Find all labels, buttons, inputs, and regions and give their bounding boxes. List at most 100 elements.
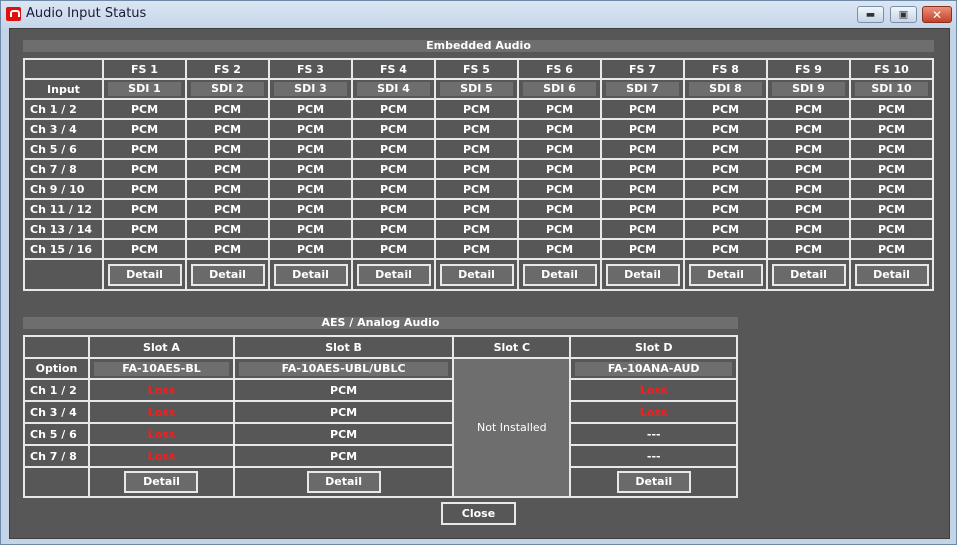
minimize-button[interactable]: ▬ <box>857 6 884 23</box>
input-cell: SDI 7 <box>600 78 685 100</box>
option-value: FA-10ANA-AUD <box>575 361 732 376</box>
detail-button[interactable]: Detail <box>616 471 691 493</box>
channel-label: Ch 7 / 8 <box>23 158 104 180</box>
status-cell: PCM <box>268 218 353 240</box>
status-cell: PCM <box>102 218 187 240</box>
status-cell: PCM <box>185 138 270 160</box>
option-label: Option <box>23 357 90 380</box>
table-row: Ch 15 / 16 PCM PCM PCM PCM PCM PCM PCM PCM PCM PCM <box>23 238 934 260</box>
input-cell: SDI 9 <box>766 78 851 100</box>
channel-label: Ch 11 / 12 <box>23 198 104 220</box>
slot-header: Slot C <box>452 335 572 359</box>
status-cell: PCM <box>683 98 768 120</box>
maximize-button[interactable]: ▣ <box>890 6 917 23</box>
input-cell: SDI 8 <box>683 78 768 100</box>
close-window-button[interactable]: ✕ <box>922 6 952 23</box>
header-row: FS 1 FS 2 FS 3 FS 4 FS 5 FS 6 FS 7 FS 8 FS 9 FS 1… <box>23 58 934 80</box>
option-cell: FA-10ANA-AUD <box>569 357 738 380</box>
detail-button[interactable]: Detail <box>306 471 381 493</box>
channel-label: Ch 5 / 6 <box>23 138 104 160</box>
input-value: SDI 4 <box>357 82 430 96</box>
status-cell: Loss <box>88 378 235 402</box>
input-label: Input <box>23 78 104 100</box>
status-cell: PCM <box>351 98 436 120</box>
option-value: FA-10AES-UBL/UBLC <box>238 361 449 376</box>
not-installed-cell: Not Installed <box>452 357 572 498</box>
detail-cell: Detail <box>351 258 436 291</box>
status-cell: PCM <box>434 158 519 180</box>
status-cell: PCM <box>683 178 768 200</box>
header-row: Slot A Slot B Slot C Slot D <box>23 335 738 359</box>
detail-cell: Detail <box>268 258 353 291</box>
status-cell: PCM <box>766 138 851 160</box>
detail-button[interactable]: Detail <box>356 263 431 286</box>
status-cell: PCM <box>517 218 602 240</box>
channel-label: Ch 1 / 2 <box>23 98 104 120</box>
channel-label: Ch 13 / 14 <box>23 218 104 240</box>
status-cell: PCM <box>351 198 436 220</box>
input-cell: SDI 1 <box>102 78 187 100</box>
title-bar[interactable]: Audio Input Status ▬ ▣ ✕ <box>1 1 956 28</box>
detail-cell: Detail <box>102 258 187 291</box>
aes-analog-audio-header: AES / Analog Audio <box>23 317 738 329</box>
status-cell: PCM <box>185 118 270 140</box>
status-cell: Loss <box>569 400 738 424</box>
status-cell: PCM <box>185 158 270 180</box>
table-row: Ch 5 / 6 Loss PCM --- <box>23 422 738 446</box>
detail-button[interactable]: Detail <box>771 263 846 286</box>
status-cell: PCM <box>102 138 187 160</box>
status-cell: PCM <box>102 118 187 140</box>
detail-button[interactable]: Detail <box>273 263 348 286</box>
close-icon: ✕ <box>931 7 943 22</box>
status-cell: Loss <box>88 400 235 424</box>
detail-button[interactable]: Detail <box>124 471 199 493</box>
channel-label: Ch 7 / 8 <box>23 444 90 468</box>
status-cell: PCM <box>434 238 519 260</box>
detail-button[interactable]: Detail <box>605 263 680 286</box>
status-cell: PCM <box>102 238 187 260</box>
status-cell: PCM <box>434 118 519 140</box>
input-cell: SDI 6 <box>517 78 602 100</box>
detail-cell: Detail <box>434 258 519 291</box>
detail-button[interactable]: Detail <box>190 263 265 286</box>
input-value: SDI 6 <box>523 82 596 96</box>
status-cell: PCM <box>849 218 934 240</box>
status-cell: PCM <box>268 198 353 220</box>
status-cell: PCM <box>517 158 602 180</box>
status-cell: PCM <box>268 98 353 120</box>
status-cell: --- <box>569 444 738 468</box>
input-value: SDI 5 <box>440 82 513 96</box>
app-icon <box>6 7 21 21</box>
detail-button[interactable]: Detail <box>688 263 763 286</box>
status-cell: PCM <box>102 198 187 220</box>
status-cell: PCM <box>600 98 685 120</box>
detail-button[interactable]: Detail <box>107 263 182 286</box>
input-value: SDI 7 <box>606 82 679 96</box>
status-cell: --- <box>569 422 738 446</box>
detail-button[interactable]: Detail <box>439 263 514 286</box>
slot-header: Slot B <box>232 335 455 359</box>
detail-cell: Detail <box>600 258 685 291</box>
table-row: Ch 7 / 8 PCM PCM PCM PCM PCM PCM PCM PCM PCM PCM <box>23 158 934 180</box>
status-cell: PCM <box>232 422 455 446</box>
channel-label: Ch 3 / 4 <box>23 400 90 424</box>
status-cell: PCM <box>849 158 934 180</box>
close-button[interactable]: Close <box>441 502 516 525</box>
detail-cell: Detail <box>185 258 270 291</box>
fs-header: FS 8 <box>683 58 768 80</box>
detail-button[interactable]: Detail <box>522 263 597 286</box>
status-cell: PCM <box>683 118 768 140</box>
status-cell: PCM <box>600 218 685 240</box>
status-cell: PCM <box>683 198 768 220</box>
table-row: Ch 9 / 10 PCM PCM PCM PCM PCM PCM PCM PCM PCM PCM <box>23 178 934 200</box>
detail-button[interactable]: Detail <box>854 263 929 286</box>
input-value: SDI 1 <box>108 82 181 96</box>
status-cell: PCM <box>849 178 934 200</box>
status-cell: PCM <box>268 178 353 200</box>
option-value: FA-10AES-BL <box>94 361 229 376</box>
status-cell: PCM <box>185 238 270 260</box>
status-cell: PCM <box>600 158 685 180</box>
status-cell: PCM <box>434 98 519 120</box>
detail-cell: Detail <box>569 466 738 498</box>
